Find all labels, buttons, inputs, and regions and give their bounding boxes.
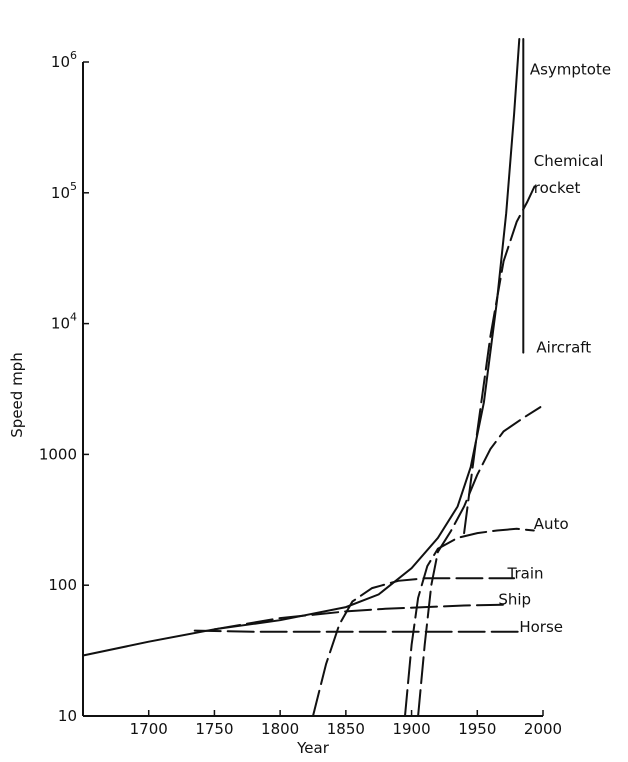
x-tick-label: 2000 — [524, 720, 562, 738]
y-tick-label: 100 — [48, 576, 77, 594]
series-label: Horse — [519, 618, 563, 636]
axes — [82, 62, 543, 717]
ticks: 1700 1750 1800 1850 1900 1950 2000 10 100 1000 104… — [39, 49, 562, 738]
series-horse-line — [193, 629, 525, 633]
series-train-line — [312, 577, 516, 717]
x-tick-label: 1900 — [392, 720, 430, 738]
series-asymptote-line — [82, 38, 521, 657]
series-label: Asymptote — [530, 61, 611, 79]
y-tick-label: 1000 — [39, 445, 77, 463]
series-label: Aircraft — [536, 339, 591, 357]
y-tick-label: 105 — [51, 180, 77, 202]
y-axis-label: Speed mph — [8, 352, 26, 437]
series-ship-line — [213, 603, 505, 631]
series-chemical-rocket-line — [463, 181, 538, 535]
x-tick-label: 1950 — [458, 720, 496, 738]
series-auto-line — [404, 527, 535, 717]
x-tick-label: 1750 — [195, 720, 233, 738]
x-tick-label: 1850 — [327, 720, 365, 738]
series-labels: Asymptote Chemical rocket Aircraft Auto Train… — [498, 61, 611, 636]
x-axis-label: Year — [296, 739, 330, 757]
series-label: Train — [507, 564, 544, 582]
series-aircraft-line — [417, 406, 542, 717]
x-tick-label: 1800 — [261, 720, 299, 738]
y-tick-label: 10 — [58, 707, 77, 725]
series-label: Auto — [534, 515, 569, 533]
series-label: rocket — [534, 179, 581, 197]
series-label: Ship — [498, 591, 531, 609]
series-lines — [82, 38, 542, 717]
y-tick-label: 104 — [51, 311, 77, 333]
series-label: Chemical — [534, 152, 604, 170]
y-tick-label: 106 — [51, 49, 77, 71]
x-tick-label: 1700 — [130, 720, 168, 738]
